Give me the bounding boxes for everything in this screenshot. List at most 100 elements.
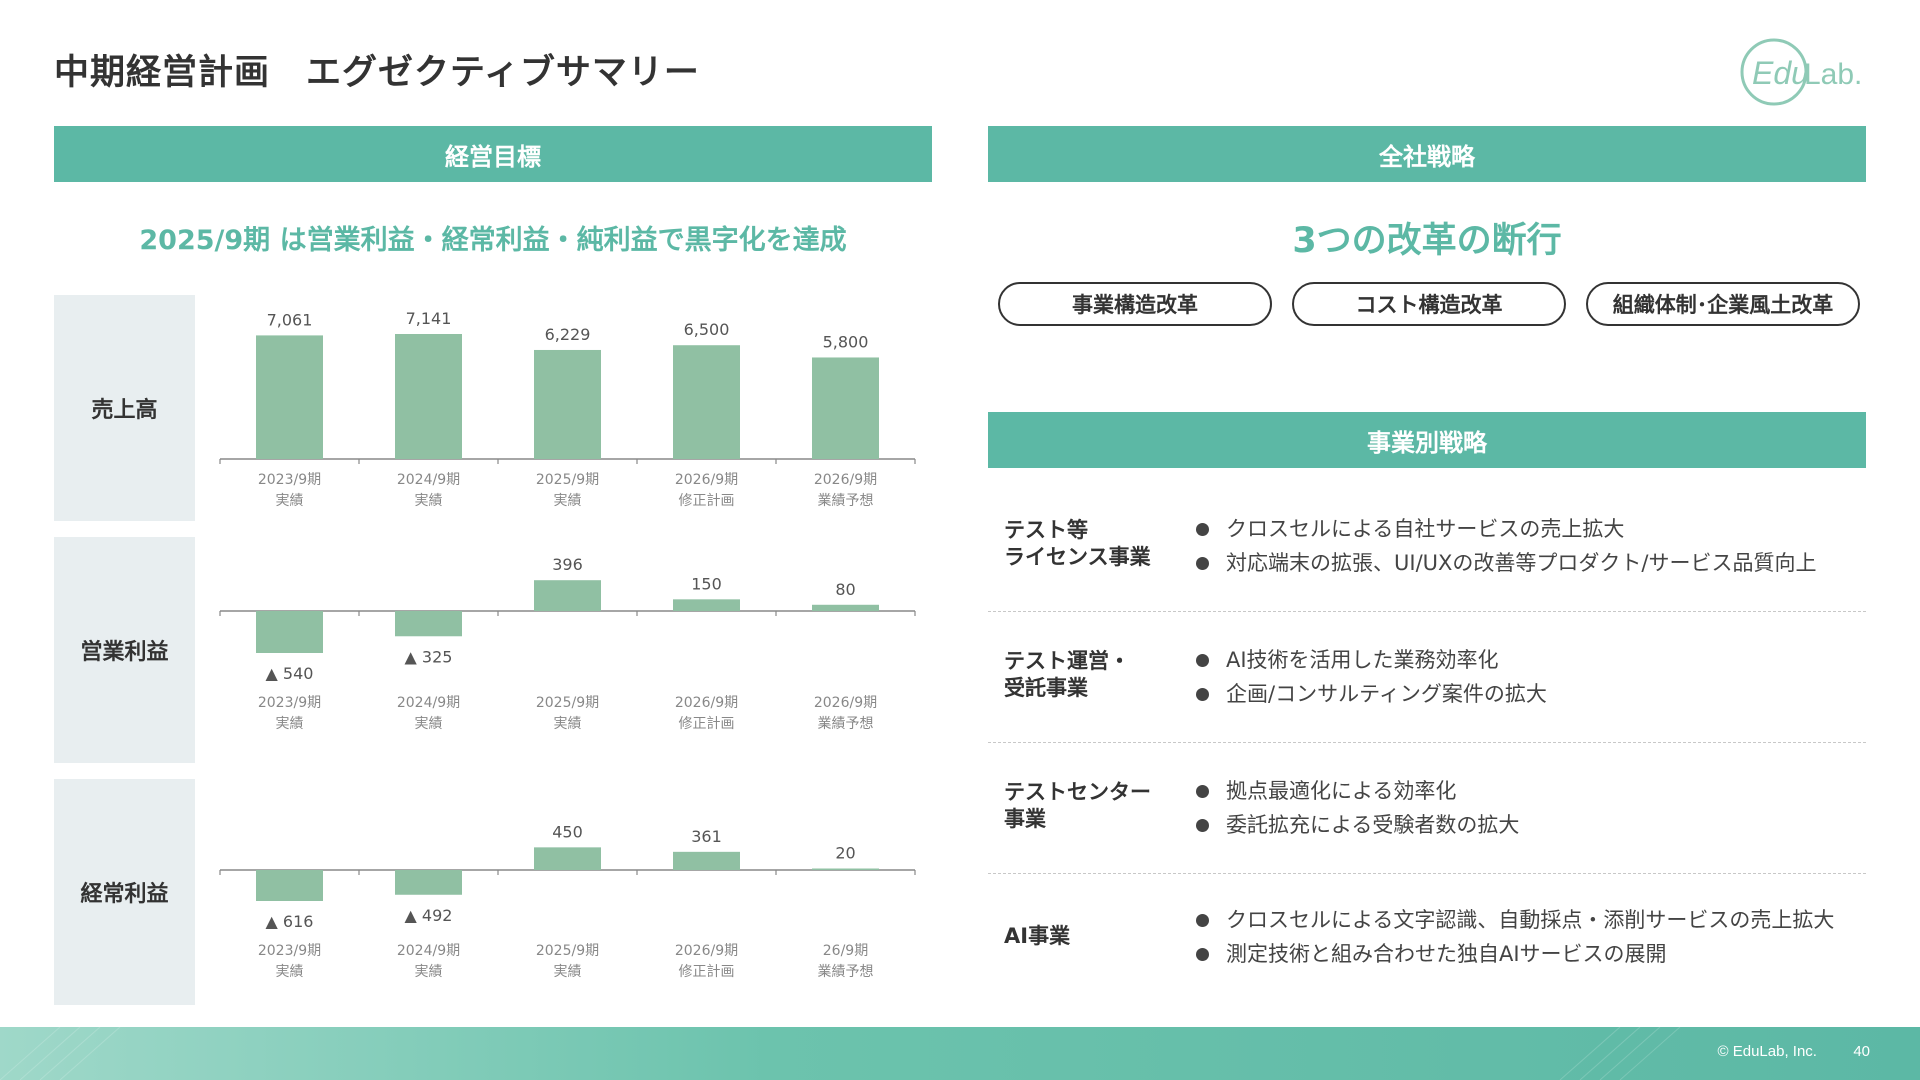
x-tick-label: 2024/9期 [397,695,460,711]
chart-bar [812,604,879,611]
x-tick-label: 業績予想 [818,716,874,732]
list-item: 企画/コンサルティング案件の拡大 [1196,677,1547,711]
row-label-revenue: 売上高 [54,295,195,521]
edulab-logo: Edu Lab. [1740,38,1862,106]
business-strategy-title: 事業別戦略 [1367,428,1487,457]
x-tick-label: 2026/9期 [675,943,738,959]
data-label: 6,229 [545,325,591,344]
x-tick-label: 実績 [415,716,443,732]
company-strategy-title: 全社戦略 [1379,142,1475,171]
x-tick-label: 実績 [554,964,582,980]
strategy-headline: 3つの改革の断行 [1292,221,1562,261]
footer-text: © EduLab, Inc. 40 [1718,1043,1870,1060]
x-tick-label: 修正計画 [679,493,735,509]
x-tick-label: 2023/9期 [258,472,321,488]
chart-bar [395,870,462,895]
chart-bar [395,611,462,637]
x-tick-label: 2026/9期 [675,695,738,711]
list-item: 測定技術と組み合わせた独自AIサービスの展開 [1196,937,1834,971]
company-strategy-header: 全社戦略 [988,126,1866,182]
business-row-test-center: テストセンター 事業 拠点最適化による効率化 委託拡充による受験者数の拡大 [988,762,1866,874]
business-strategy-header: 事業別戦略 [988,412,1866,468]
list-item: クロスセルによる自社サービスの売上拡大 [1196,512,1816,546]
business-name: AI事業 [1004,924,1071,948]
revenue-label: 売上高 [91,398,158,423]
business-bullets: 拠点最適化による効率化 委託拡充による受験者数の拡大 [1196,774,1519,842]
chart-bar [534,349,601,459]
business-row-test-license: テスト等 ライセンス事業 クロスセルによる自社サービスの売上拡大 対応端末の拡張… [988,500,1866,612]
x-tick-label: 26/9期 [823,943,868,959]
data-label: ▲ 325 [405,647,453,666]
x-tick-label: 2026/9期 [814,472,877,488]
x-tick-label: 2025/9期 [536,472,599,488]
list-item: 対応端末の拡張、UI/UXの改善等プロダクト/サービス品質向上 [1196,546,1816,580]
x-tick-label: 実績 [554,716,582,732]
x-tick-label: 修正計画 [679,716,735,732]
chart-bar [256,870,323,901]
x-tick-label: 実績 [276,716,304,732]
chart-bar [395,334,462,459]
business-bullets: クロスセルによる自社サービスの売上拡大 対応端末の拡張、UI/UXの改善等プロダ… [1196,512,1816,580]
x-tick-label: 実績 [415,964,443,980]
x-tick-label: 業績予想 [818,964,874,980]
goals-subtitle: 2025/9期 は営業利益・経常利益・純利益で黒字化を達成 [139,225,847,256]
data-label: 396 [552,555,583,574]
business-name: テスト等 ライセンス事業 [1004,518,1151,569]
page-number: 40 [1853,1043,1870,1060]
footer-bar: © EduLab, Inc. 40 [0,1027,1920,1080]
x-tick-label: 2023/9期 [258,943,321,959]
logo-text-main: Edu [1752,55,1809,91]
chart-bar [673,851,740,870]
x-tick-label: 2025/9期 [536,695,599,711]
data-label: ▲ 616 [266,912,314,931]
reform-pill-business-structure: 事業構造改革 [998,282,1272,326]
business-row-test-operation: テスト運営・ 受託事業 AI技術を活用した業務効率化 企画/コンサルティング案件… [988,631,1866,743]
row-label-ordinary-profit: 経常利益 [54,779,195,1005]
ordinary-profit-label: 経常利益 [80,882,169,907]
page-title: 中期経営計画 エグゼクティブサマリー [54,53,700,93]
business-bullets: AI技術を活用した業務効率化 企画/コンサルティング案件の拡大 [1196,643,1547,711]
data-label: 150 [691,574,722,593]
list-item: 拠点最適化による効率化 [1196,774,1519,808]
x-tick-label: 2026/9期 [814,695,877,711]
chart-bar [673,345,740,459]
data-label: 7,141 [406,309,452,328]
x-tick-label: 実績 [415,493,443,509]
row-label-operating-profit: 営業利益 [54,537,195,763]
data-label: 450 [552,822,583,841]
chart-bar [534,580,601,611]
data-label: ▲ 492 [405,906,453,925]
x-tick-label: 2025/9期 [536,943,599,959]
list-item: 委託拡充による受験者数の拡大 [1196,808,1519,842]
list-item: AI技術を活用した業務効率化 [1196,643,1547,677]
data-label: 7,061 [267,310,313,329]
x-tick-label: 業績予想 [818,493,874,509]
operating-profit-label: 営業利益 [80,640,169,665]
x-tick-label: 2024/9期 [397,472,460,488]
x-tick-label: 実績 [554,493,582,509]
x-tick-label: 2024/9期 [397,943,460,959]
chart-bar [256,335,323,459]
business-bullets: クロスセルによる文字認識、自動採点・添削サービスの売上拡大 測定技術と組み合わせ… [1196,903,1834,971]
x-tick-label: 実績 [276,964,304,980]
chart-bar [673,599,740,611]
data-label: 361 [691,827,722,846]
chart-bar [534,847,601,870]
data-label: 20 [835,844,855,863]
copyright-text: © EduLab, Inc. [1717,1043,1817,1060]
data-label: 80 [835,580,855,599]
list-item: クロスセルによる文字認識、自動採点・添削サービスの売上拡大 [1196,903,1834,937]
logo-text-sub: Lab. [1804,58,1862,91]
reform-pill-cost-structure: コスト構造改革 [1292,282,1566,326]
management-goals-title: 経営目標 [445,142,541,171]
business-row-ai: AI事業 クロスセルによる文字認識、自動採点・添削サービスの売上拡大 測定技術と… [988,893,1866,993]
data-label: ▲ 540 [266,664,314,683]
chart-bar [812,868,879,870]
data-label: 5,800 [823,332,869,351]
footer-stripes [0,1027,1681,1080]
x-tick-label: 2026/9期 [675,472,738,488]
x-tick-label: 実績 [276,493,304,509]
